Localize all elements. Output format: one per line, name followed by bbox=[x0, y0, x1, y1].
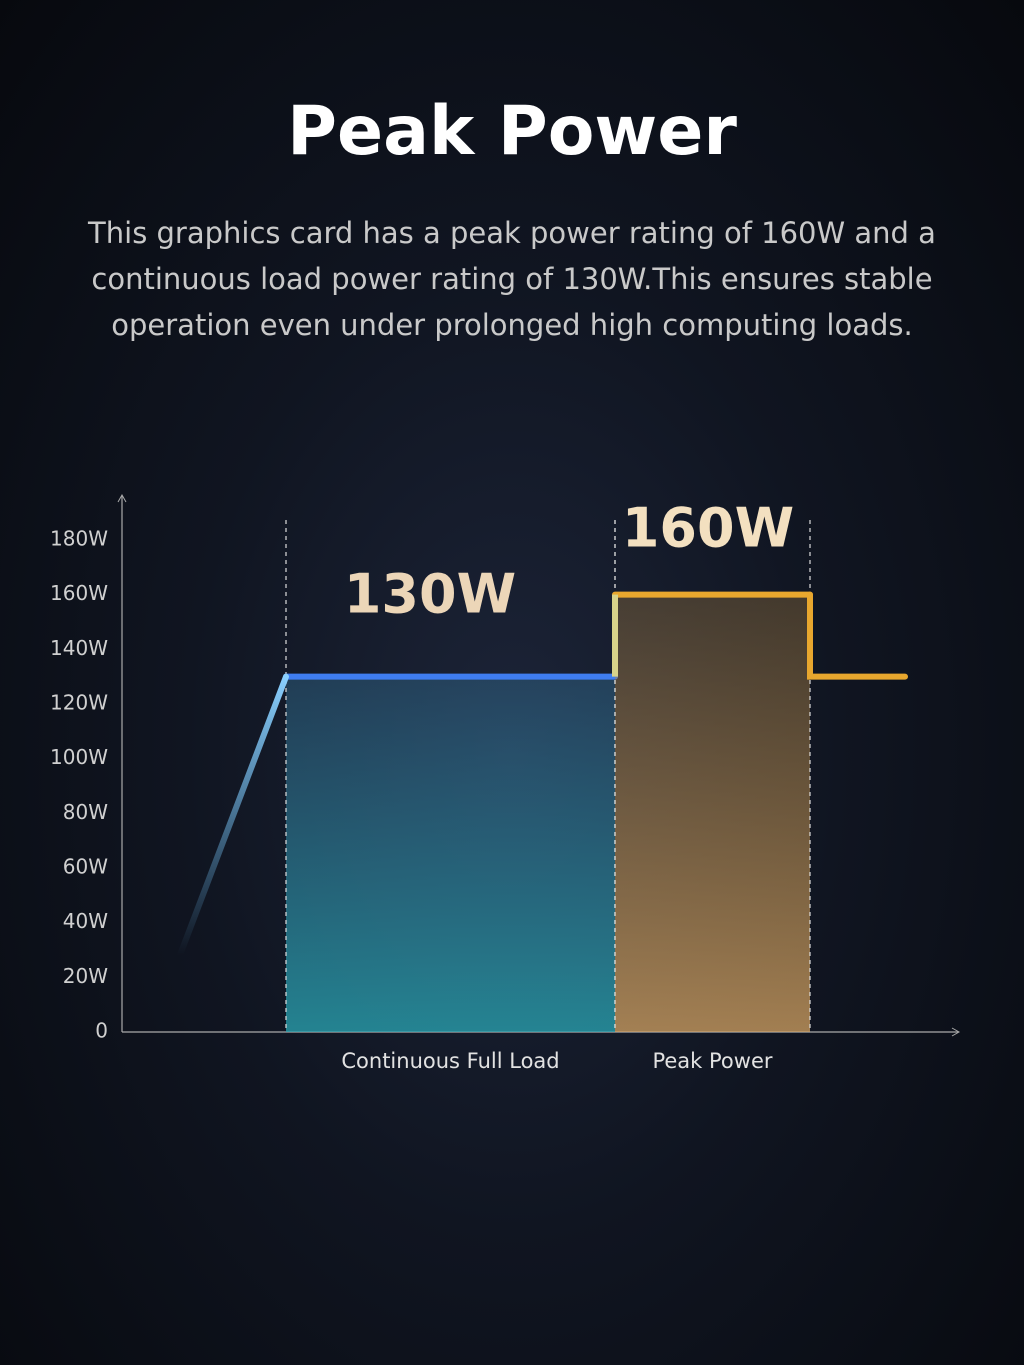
y-tick-label: 20W bbox=[63, 964, 108, 988]
y-tick-label: 160W bbox=[50, 581, 108, 605]
x-tick-label: Continuous Full Load bbox=[341, 1049, 559, 1073]
y-tick-label: 100W bbox=[50, 745, 108, 769]
area bbox=[615, 594, 810, 1032]
subtitle: This graphics card has a peak power rati… bbox=[88, 216, 936, 342]
title: Peak Power bbox=[287, 92, 737, 171]
y-tick-label: 180W bbox=[50, 527, 108, 551]
x-tick-label: Peak Power bbox=[652, 1049, 772, 1073]
y-tick-label: 40W bbox=[63, 909, 108, 933]
y-tick-label: 80W bbox=[63, 800, 108, 824]
value-label: 160W bbox=[622, 497, 794, 560]
axis-arrows bbox=[117, 493, 961, 1037]
area bbox=[286, 676, 615, 1032]
y-tick-label: 140W bbox=[50, 636, 108, 660]
ramp-line bbox=[177, 673, 289, 958]
value-label: 130W bbox=[344, 563, 516, 626]
step-down bbox=[807, 591, 908, 680]
y-tick-label: 0 bbox=[95, 1019, 108, 1043]
y-tick-label: 60W bbox=[63, 855, 108, 879]
y-tick-label: 120W bbox=[50, 691, 108, 715]
